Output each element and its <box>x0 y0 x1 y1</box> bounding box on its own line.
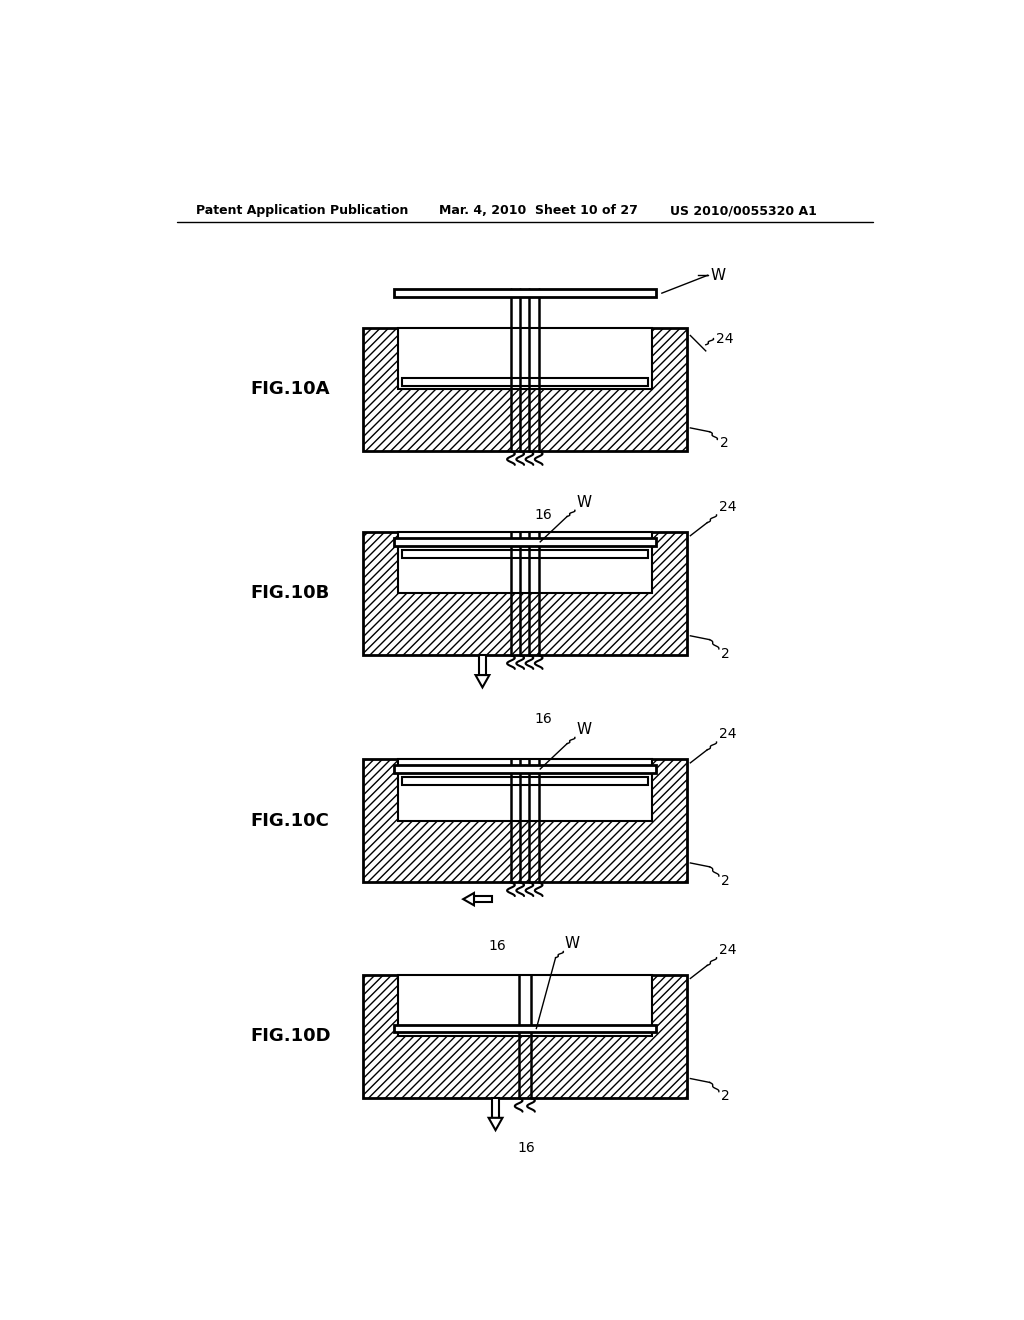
Text: 24: 24 <box>719 727 736 742</box>
Polygon shape <box>488 1118 503 1130</box>
Text: 24: 24 <box>716 333 733 346</box>
Bar <box>394 1024 655 1032</box>
Bar <box>479 655 485 675</box>
Bar <box>364 532 686 655</box>
Bar <box>401 378 648 385</box>
Text: US 2010/0055320 A1: US 2010/0055320 A1 <box>670 205 816 218</box>
Polygon shape <box>463 892 474 906</box>
Text: FIG.10B: FIG.10B <box>250 585 329 602</box>
Text: 2: 2 <box>721 874 730 887</box>
Bar <box>364 759 686 882</box>
Text: 24: 24 <box>719 942 736 957</box>
Text: W: W <box>711 268 725 282</box>
Text: FIG.10C: FIG.10C <box>250 812 329 829</box>
Text: 16: 16 <box>535 711 552 726</box>
Bar <box>401 777 648 785</box>
Bar <box>493 1098 499 1118</box>
Text: 2: 2 <box>721 1089 730 1104</box>
Bar <box>364 974 686 1098</box>
Bar <box>397 532 652 594</box>
Bar <box>394 289 655 297</box>
Text: W: W <box>565 936 580 952</box>
Bar <box>397 327 652 389</box>
Text: W: W <box>577 722 592 738</box>
Text: 16: 16 <box>517 1140 535 1155</box>
Bar <box>401 550 648 558</box>
Text: 16: 16 <box>535 508 552 521</box>
Polygon shape <box>475 675 489 688</box>
Text: Mar. 4, 2010  Sheet 10 of 27: Mar. 4, 2010 Sheet 10 of 27 <box>438 205 637 218</box>
Text: 2: 2 <box>721 647 730 660</box>
Bar <box>397 759 652 821</box>
Text: 2: 2 <box>720 437 728 450</box>
Bar <box>364 327 686 451</box>
Text: FIG.10D: FIG.10D <box>250 1027 331 1045</box>
Bar <box>394 539 655 545</box>
Text: 24: 24 <box>719 500 736 515</box>
Text: FIG.10A: FIG.10A <box>250 380 330 399</box>
Bar <box>394 766 655 774</box>
Bar <box>474 896 493 903</box>
Text: Patent Application Publication: Patent Application Publication <box>196 205 409 218</box>
Text: 16: 16 <box>488 939 506 953</box>
Bar <box>397 974 652 1036</box>
Text: W: W <box>577 495 592 510</box>
